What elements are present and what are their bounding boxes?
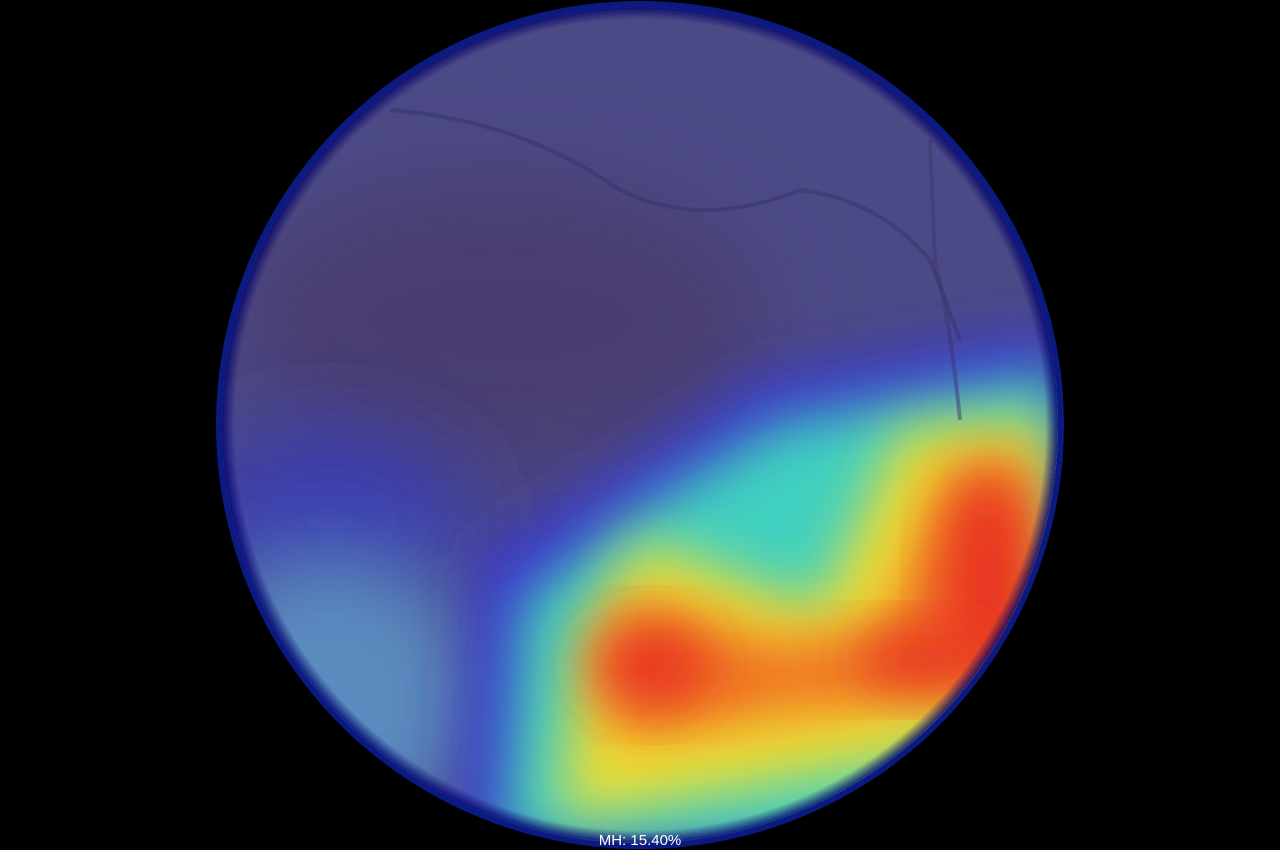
measurement-label: MH: 15.40%: [599, 832, 682, 849]
